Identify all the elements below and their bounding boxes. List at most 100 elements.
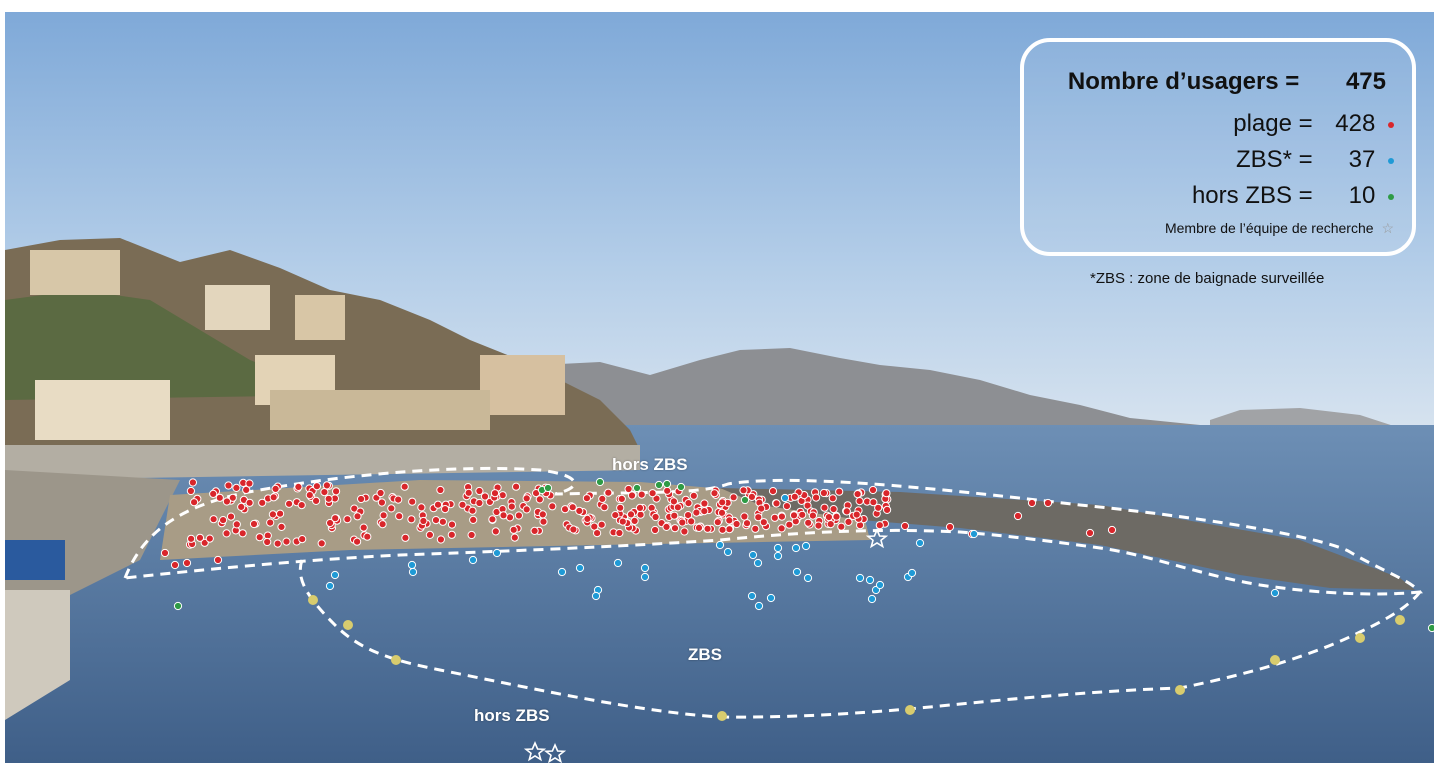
plage-user-dot [245, 498, 254, 507]
plage-user-dot [359, 523, 368, 532]
plage-user-dot [298, 535, 307, 544]
plage-user-dot [692, 508, 701, 517]
plage-user-dot [285, 499, 294, 508]
plage-user-dot [387, 504, 396, 513]
hors-zbs-user-dot [740, 495, 750, 505]
plage-user-dot [539, 517, 548, 526]
plage-user-dot [363, 532, 372, 541]
plage-user-dot [182, 558, 192, 568]
plage-user-dot [160, 548, 170, 558]
plage-user-dot [627, 491, 637, 500]
plage-user-dot [652, 494, 661, 503]
zbs-user-dot [867, 594, 877, 604]
plage-user-dot [258, 498, 267, 507]
plage-user-dot [583, 514, 592, 524]
green-dot-icon [1388, 193, 1394, 200]
plage-zone-outline [122, 466, 1423, 596]
legend-row-hors-zbs: hors ZBS = 10 [1192, 182, 1394, 210]
plage-user-dot [782, 502, 792, 511]
plage-user-dot [522, 494, 531, 503]
plage-user-dot [729, 493, 738, 502]
plage-user-dot [499, 511, 508, 520]
plage-user-dot [222, 497, 231, 506]
plage-user-dot [266, 518, 275, 527]
zbs-zone-outline [298, 559, 1422, 719]
plage-user-dot [740, 512, 749, 521]
plage-user-dot [1107, 525, 1117, 535]
hors-zbs-user-dot [654, 480, 664, 490]
plage-user-dot [190, 498, 199, 507]
plage-user-dot [219, 516, 228, 525]
plage-user-dot [491, 527, 500, 536]
plage-user-dot [700, 499, 709, 508]
plage-user-dot [882, 489, 891, 498]
zbs-user-dot [723, 547, 733, 557]
zbs-footnote: *ZBS : zone de baignade surveillée [1090, 270, 1325, 287]
plage-user-dot [835, 487, 844, 496]
plage-user-dot [883, 505, 892, 514]
zbs-user-dot [747, 591, 757, 601]
plage-user-dot [945, 522, 955, 532]
plage-user-dot [1043, 498, 1053, 508]
plage-user-dot [747, 492, 757, 501]
plage-user-dot [475, 486, 484, 496]
plage-user-dot [237, 502, 246, 511]
plage-user-dot [438, 517, 447, 526]
plage-user-dot [407, 515, 416, 524]
plage-user-dot [852, 510, 861, 519]
plage-user-dot [226, 512, 236, 521]
hors-zbs-user-dot [173, 601, 183, 611]
plage-user-dot [713, 518, 722, 527]
plage-user-dot [268, 510, 277, 519]
plage-user-dot [1027, 498, 1037, 508]
plage-user-dot [808, 511, 818, 520]
plage-user-dot [739, 486, 748, 495]
zone-outlines [122, 466, 1423, 719]
legend-hors-value: 10 [1348, 182, 1376, 209]
plage-user-dot [468, 506, 477, 515]
plage-user-dot [458, 500, 467, 509]
zbs-user-dot [915, 538, 925, 548]
plage-user-dot [829, 505, 838, 514]
plage-user-dot [648, 489, 657, 498]
zbs-user-dot [591, 591, 601, 601]
user-dots [160, 477, 1434, 633]
plage-user-dot [742, 519, 752, 528]
zbs-label: ZBS [688, 645, 722, 664]
zbs-user-dot [640, 563, 650, 573]
plage-user-dot [844, 517, 853, 527]
plage-user-dot [824, 513, 834, 522]
hors-zbs-user-dot [676, 482, 686, 492]
plage-user-dot [222, 529, 231, 538]
plage-user-dot [312, 482, 321, 491]
legend-plage-label: plage = [1233, 110, 1313, 137]
plage-user-dot [868, 485, 878, 495]
star-icon: ☆ [1381, 220, 1394, 236]
plage-user-dot [855, 497, 864, 506]
plage-user-dot [431, 516, 441, 525]
plage-user-dot [467, 530, 476, 540]
zbs-user-dot [803, 573, 813, 583]
plage-user-dot [447, 520, 457, 529]
plage-user-dot [238, 529, 247, 538]
zbs-user-dot [792, 567, 802, 577]
plage-user-dot [842, 507, 851, 516]
plage-user-dot [670, 511, 679, 520]
plage-user-dot [394, 495, 403, 504]
zbs-user-dot [766, 593, 776, 603]
plage-user-dot [269, 493, 278, 502]
plage-user-dot [425, 530, 434, 540]
plage-user-dot [687, 517, 696, 526]
plage-user-dot [604, 488, 613, 497]
plage-user-dot [273, 539, 282, 548]
plage-user-dot [276, 509, 285, 518]
plage-user-dot [326, 518, 335, 528]
plage-user-dot [400, 482, 409, 491]
plage-user-dot [395, 512, 404, 521]
plage-user-dot [673, 503, 683, 512]
plage-user-dot [408, 497, 417, 506]
red-dot-icon [1388, 121, 1394, 128]
plage-user-dot [209, 515, 218, 524]
plage-user-dot [853, 490, 862, 499]
zbs-user-dot [557, 567, 567, 577]
